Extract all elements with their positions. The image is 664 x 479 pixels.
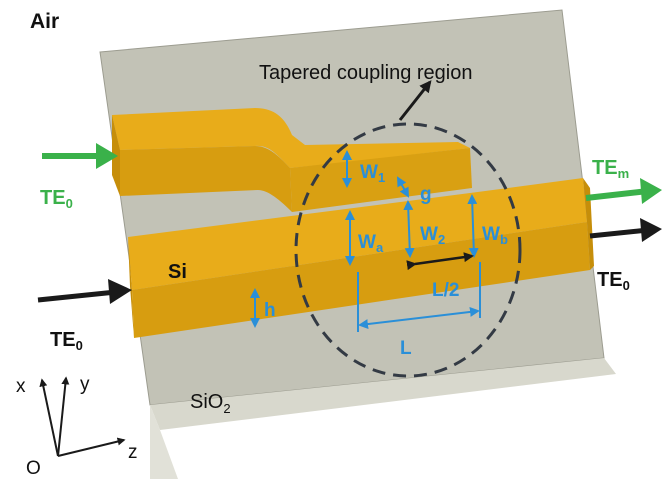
tem-output-arrowhead — [640, 178, 662, 204]
l-label: L — [400, 338, 412, 359]
axis-z-label: z — [128, 442, 138, 463]
te0-output-arrow — [589, 227, 649, 239]
upper-waveguide — [112, 108, 472, 212]
h-label: h — [264, 300, 276, 321]
origin-label: O — [26, 458, 41, 479]
si-label: Si — [168, 261, 187, 283]
te0-input-bottom-arrowhead — [108, 279, 132, 304]
tem-output-label: TEm — [592, 157, 629, 181]
te0-input-top-label: TE0 — [40, 187, 73, 211]
substrate-front-face — [150, 405, 178, 479]
te0-input-top-arrowhead — [96, 143, 118, 169]
substrate-side-face — [150, 358, 616, 430]
y-axis — [57, 376, 70, 457]
x-axis — [39, 378, 59, 457]
coupling-region-pointer — [398, 80, 432, 121]
coupling-region-ellipse — [294, 122, 522, 378]
lower-waveguide-end — [583, 178, 594, 270]
w2-label: W2 — [420, 224, 445, 247]
g-dimension — [397, 176, 409, 198]
l-half-dimension — [406, 252, 474, 271]
upper-waveguide-coupling-front — [290, 148, 472, 212]
l-dimension — [358, 306, 480, 330]
coupling-region-label: Tapered coupling region — [259, 62, 473, 84]
upper-waveguide-side — [120, 146, 292, 212]
te0-output-label: TE0 — [597, 269, 630, 293]
l-half-label: L/2 — [432, 280, 459, 301]
axis-y-label: y — [80, 374, 90, 395]
wb-label: Wb — [482, 224, 508, 247]
wa-label: Wa — [358, 232, 384, 255]
tem-output-arrow — [585, 188, 649, 201]
sio2-label: SiO2 — [190, 391, 231, 416]
w2-dimension — [403, 200, 415, 258]
z-axis — [57, 437, 126, 457]
te0-input-bottom-label: TE0 — [50, 329, 83, 353]
coordinate-axes — [39, 376, 126, 457]
upper-waveguide-top — [112, 108, 470, 168]
wb-dimension — [467, 194, 479, 258]
te0-output-arrowhead — [640, 218, 662, 242]
axis-x-label: x — [16, 376, 26, 397]
lower-waveguide-front — [128, 237, 134, 338]
air-label: Air — [30, 10, 59, 33]
te0-input-bottom-arrow — [37, 289, 117, 303]
dimensions — [250, 150, 481, 332]
w1-label: W1 — [360, 162, 385, 185]
g-label: g — [420, 184, 432, 205]
